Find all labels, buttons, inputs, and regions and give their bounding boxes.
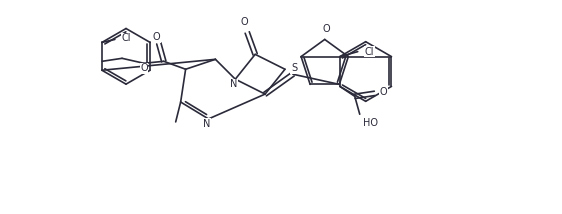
Text: N: N	[230, 79, 238, 89]
Text: O: O	[241, 16, 248, 27]
Text: O: O	[323, 24, 330, 34]
Text: O: O	[140, 63, 148, 73]
Text: N: N	[203, 119, 210, 129]
Text: S: S	[291, 63, 297, 73]
Text: Cl: Cl	[365, 47, 374, 57]
Text: O: O	[379, 87, 387, 97]
Text: HO: HO	[362, 118, 378, 128]
Text: Cl: Cl	[122, 33, 132, 43]
Text: O: O	[153, 33, 161, 42]
